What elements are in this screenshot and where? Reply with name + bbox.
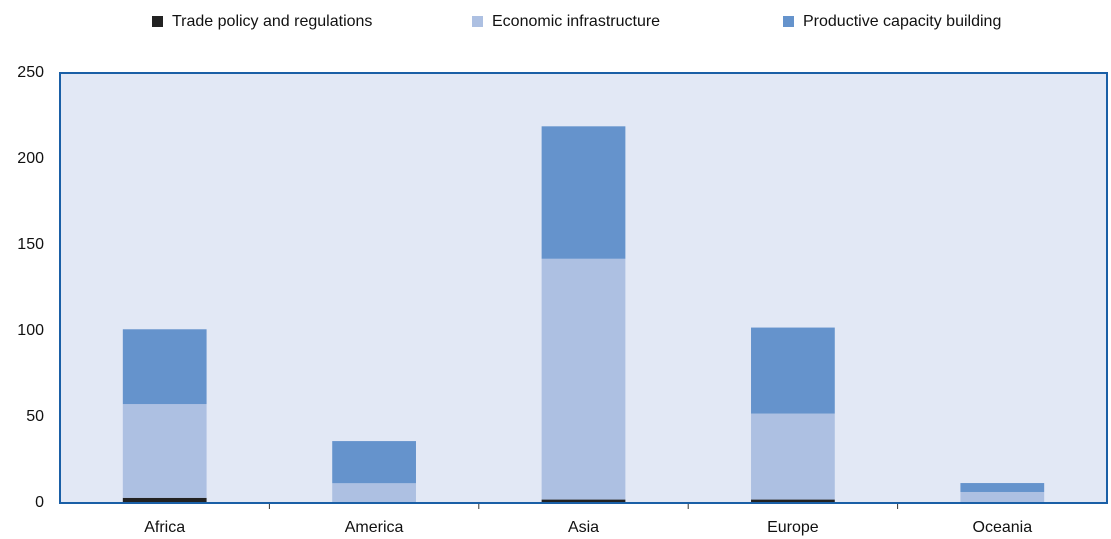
x-tick-label: Asia: [568, 519, 599, 536]
bar-segment: [332, 483, 416, 503]
legend-swatch: [472, 16, 483, 27]
legend-label: Economic infrastructure: [492, 13, 660, 30]
bar-segment: [122, 497, 207, 503]
y-tick-label: 0: [35, 494, 44, 511]
bar-segment: [751, 413, 835, 500]
x-tick-label: Oceania: [973, 519, 1033, 536]
x-tick-label: Europe: [767, 519, 819, 536]
y-tick-label: 200: [17, 150, 44, 167]
bar-segment: [541, 499, 626, 503]
bar-segment: [332, 441, 416, 484]
bar-segment: [541, 258, 626, 500]
legend-swatch: [783, 16, 794, 27]
bar-segment: [541, 126, 626, 259]
plot-border: [59, 72, 1108, 504]
y-tick-label: 150: [17, 236, 44, 253]
bar-segment: [751, 499, 835, 503]
y-tick-label: 50: [26, 408, 44, 425]
bar-segment: [751, 327, 835, 414]
legend-label: Productive capacity building: [803, 13, 1001, 30]
legend-swatch: [152, 16, 163, 27]
y-tick-label: 100: [17, 322, 44, 339]
bar-segment: [960, 483, 1045, 492]
bar-segment: [122, 404, 207, 498]
x-tick-label: Africa: [144, 519, 185, 536]
y-tick-label: 250: [17, 64, 44, 81]
bar-segment: [122, 329, 207, 405]
legend-label: Trade policy and regulations: [172, 13, 372, 30]
bar-segment: [960, 491, 1045, 503]
x-tick-label: America: [345, 519, 404, 536]
